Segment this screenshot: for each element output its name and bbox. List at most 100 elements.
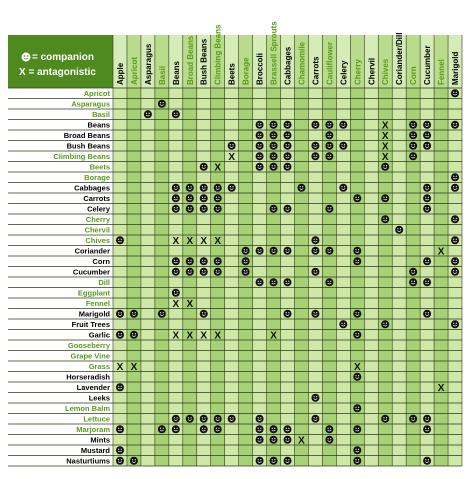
companion-eye bbox=[341, 144, 343, 146]
companion-face bbox=[255, 152, 264, 161]
companion-face bbox=[199, 267, 208, 276]
companion-face bbox=[185, 204, 194, 213]
companion-face bbox=[115, 446, 124, 455]
companion-smile bbox=[452, 93, 458, 96]
companion-eye bbox=[204, 186, 206, 188]
companion-eye bbox=[358, 427, 360, 429]
companion-face bbox=[409, 120, 418, 129]
companion-eye bbox=[358, 249, 360, 251]
companion-smile bbox=[313, 251, 318, 253]
companion-eye bbox=[260, 417, 262, 419]
companion-smile bbox=[355, 198, 360, 201]
companion-smile bbox=[425, 198, 430, 201]
companion-eye bbox=[173, 112, 176, 114]
companion-mark bbox=[269, 162, 278, 171]
companion-mark bbox=[157, 309, 166, 318]
companion-face bbox=[451, 267, 460, 276]
column-label: Borage bbox=[242, 57, 251, 85]
companion-eye bbox=[187, 259, 190, 261]
companion-smile bbox=[313, 272, 318, 274]
companion-eye bbox=[229, 186, 231, 188]
companion-eye bbox=[201, 196, 204, 198]
companion-eye bbox=[215, 417, 217, 419]
antagonist-mark: X bbox=[214, 236, 221, 247]
companion-smile bbox=[229, 419, 234, 421]
companion-mark bbox=[283, 131, 292, 140]
companion-eye bbox=[427, 133, 429, 135]
companion-eye bbox=[257, 459, 259, 461]
companion-eye bbox=[288, 207, 290, 209]
companion-eye bbox=[355, 427, 357, 429]
row-label: Marigold bbox=[79, 309, 111, 318]
companion-eye bbox=[427, 186, 429, 188]
companion-eye bbox=[257, 154, 259, 156]
header-cell bbox=[238, 35, 253, 88]
companion-face bbox=[423, 456, 432, 465]
companion-face bbox=[185, 257, 194, 266]
companion-smile bbox=[257, 167, 262, 169]
companion-smile bbox=[285, 251, 290, 253]
companion-eye bbox=[285, 123, 287, 125]
companion-mark bbox=[213, 267, 222, 276]
companion-eye bbox=[159, 102, 162, 104]
companion-smile bbox=[313, 419, 318, 421]
companion-eye bbox=[288, 123, 290, 125]
companion-smile bbox=[215, 261, 220, 264]
companion-smile bbox=[173, 429, 178, 432]
companion-smile bbox=[187, 261, 192, 264]
companion-eye bbox=[176, 417, 178, 419]
companion-smile bbox=[117, 450, 123, 453]
companion-eye bbox=[173, 196, 176, 198]
row-label: Basil bbox=[92, 110, 110, 119]
companion-mark bbox=[227, 141, 236, 150]
companion-eye bbox=[257, 165, 259, 167]
companion-smile bbox=[425, 429, 430, 432]
companion-eye bbox=[257, 123, 259, 125]
companion-face bbox=[325, 278, 334, 287]
companion-mark bbox=[325, 425, 334, 434]
companion-face bbox=[185, 194, 194, 203]
companion-face bbox=[353, 330, 362, 339]
companion-eye bbox=[243, 270, 245, 272]
companion-face bbox=[255, 425, 264, 434]
companion-face bbox=[423, 278, 432, 287]
companion-mark bbox=[283, 246, 292, 255]
companion-smile bbox=[201, 167, 206, 169]
companion-eye bbox=[201, 259, 204, 261]
companion-eye bbox=[190, 417, 192, 419]
header-cell bbox=[168, 35, 183, 88]
companion-eye bbox=[176, 207, 178, 209]
column-label: Apricot bbox=[130, 57, 139, 85]
companion-face bbox=[283, 246, 292, 255]
companion-face bbox=[115, 383, 124, 392]
companion-eye bbox=[427, 196, 429, 198]
companion-mark bbox=[269, 204, 278, 213]
companion-eye bbox=[173, 259, 176, 261]
companion-eye bbox=[271, 144, 273, 146]
companion-eye bbox=[327, 280, 329, 282]
companion-eye bbox=[257, 438, 259, 440]
companion-eye bbox=[260, 154, 262, 156]
companion-smile bbox=[215, 198, 220, 201]
column-label: Carrots bbox=[311, 56, 320, 85]
companion-mark bbox=[269, 141, 278, 150]
companion-eye bbox=[355, 312, 357, 314]
companion-mark bbox=[353, 456, 362, 465]
companion-eye bbox=[453, 123, 455, 125]
row-label: Gooseberry bbox=[68, 341, 111, 350]
companion-eye bbox=[120, 385, 122, 387]
companion-eye bbox=[385, 165, 388, 167]
companion-mark bbox=[115, 330, 124, 339]
header-cell bbox=[266, 35, 281, 88]
companion-face bbox=[255, 246, 264, 255]
companion-mark bbox=[353, 246, 362, 255]
companion-smile bbox=[201, 209, 206, 211]
companion-eye bbox=[411, 270, 413, 272]
companion-face bbox=[171, 425, 180, 434]
companion-face bbox=[171, 267, 180, 276]
companion-eye bbox=[327, 154, 329, 156]
companion-face bbox=[311, 267, 320, 276]
companion-eye bbox=[215, 259, 217, 261]
companion-mark bbox=[423, 425, 432, 434]
companion-eye bbox=[330, 427, 332, 429]
